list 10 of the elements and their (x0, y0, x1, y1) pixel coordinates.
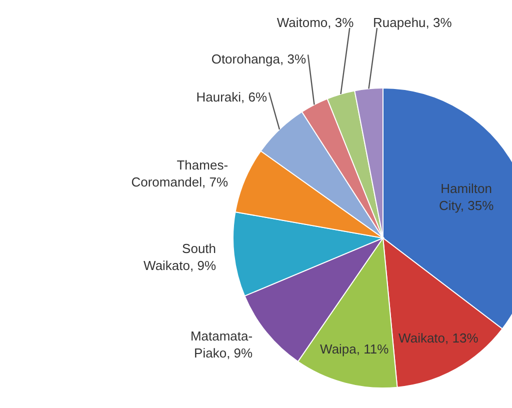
slice-label: Otorohanga, 3% (211, 52, 306, 67)
slice-label: Waitomo, 3% (276, 15, 354, 30)
slice-label: Waikato, 13% (398, 330, 479, 346)
slice-label: Hamilton City, 35% (438, 181, 494, 214)
slice-label: Thames-Coromandel, 7% (131, 158, 228, 190)
slice-label: Hauraki, 6% (196, 89, 268, 104)
slice-label: Waipa, 11% (320, 341, 390, 356)
slice-label: Matamata-Piako, 9% (190, 328, 254, 360)
slice-label: Ruapehu, 3% (373, 15, 452, 30)
slice-label: South Waikato, 9% (144, 241, 216, 274)
